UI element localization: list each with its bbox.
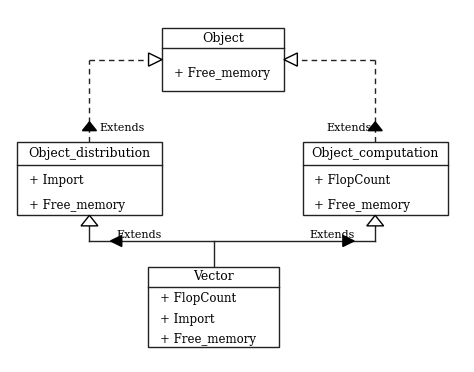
Polygon shape xyxy=(343,235,354,247)
Text: + FlopCount: + FlopCount xyxy=(160,292,236,305)
Polygon shape xyxy=(148,53,162,66)
Bar xyxy=(302,142,448,215)
Text: Object: Object xyxy=(202,32,244,45)
Text: Extends: Extends xyxy=(116,231,162,240)
Bar xyxy=(148,267,279,347)
Text: + Free_memory: + Free_memory xyxy=(28,199,125,212)
Polygon shape xyxy=(367,215,383,226)
Text: Object_computation: Object_computation xyxy=(311,147,439,160)
Text: Object_distribution: Object_distribution xyxy=(28,147,151,160)
Polygon shape xyxy=(368,122,382,131)
Text: + FlopCount: + FlopCount xyxy=(314,174,391,187)
Text: + Free_memory: + Free_memory xyxy=(160,333,255,346)
Text: Extends: Extends xyxy=(100,124,145,134)
Text: + Free_memory: + Free_memory xyxy=(174,67,270,80)
Text: Extends: Extends xyxy=(326,124,372,134)
Text: Extends: Extends xyxy=(310,231,355,240)
Polygon shape xyxy=(81,215,98,226)
Bar xyxy=(17,142,162,215)
Bar xyxy=(162,28,284,91)
Polygon shape xyxy=(82,122,97,131)
Text: + Import: + Import xyxy=(28,174,83,187)
Polygon shape xyxy=(284,53,297,66)
Text: + Import: + Import xyxy=(160,312,214,326)
Polygon shape xyxy=(110,235,122,247)
Text: + Free_memory: + Free_memory xyxy=(314,199,410,212)
Text: Vector: Vector xyxy=(193,270,234,283)
